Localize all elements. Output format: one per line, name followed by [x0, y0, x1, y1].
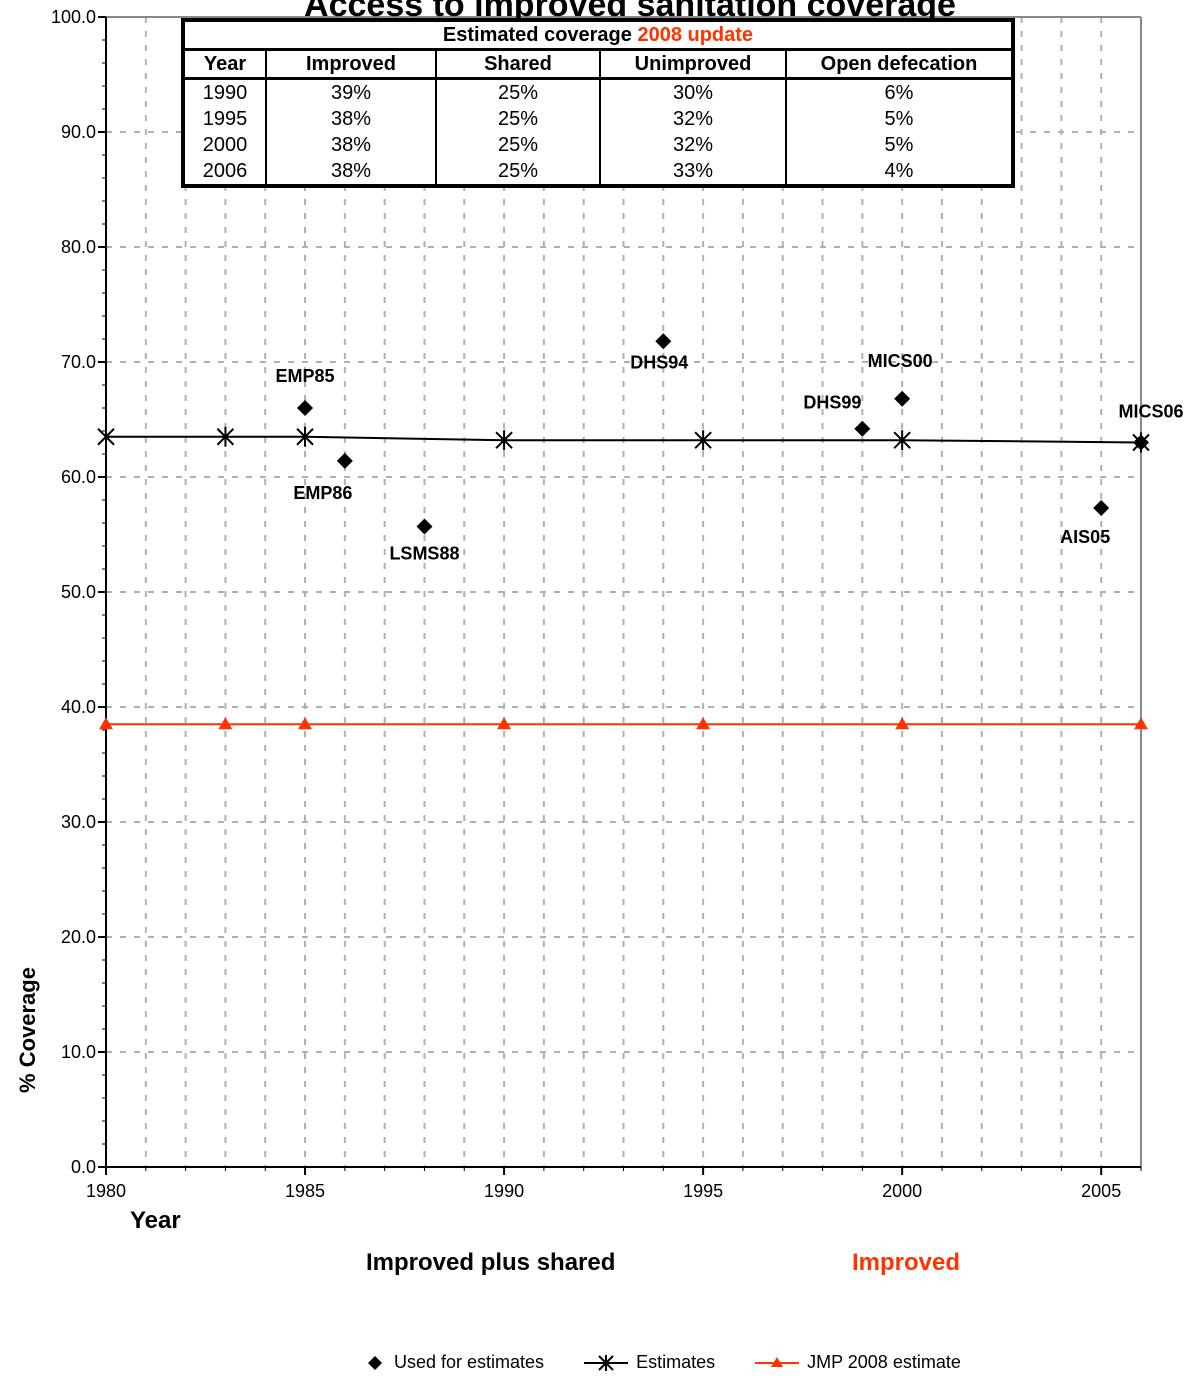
y-tick-label: 100.0 — [51, 7, 96, 27]
jmp-2008-estimate-point — [298, 717, 313, 730]
table-cell: 39% — [265, 78, 437, 106]
estimates-point — [216, 426, 235, 447]
table-row: 2006 38% 25% 33% 4% — [182, 158, 1014, 186]
x-tick-label: 2000 — [882, 1181, 922, 1201]
y-tick-label: 60.0 — [61, 467, 96, 487]
table-cell: 25% — [435, 106, 601, 132]
estimates-point — [97, 426, 115, 447]
x-tick-label: 1995 — [683, 1181, 723, 1201]
table-row: 1990 39% 25% 30% 6% — [182, 78, 1014, 106]
point-label: DHS94 — [630, 352, 688, 372]
y-tick-label: 30.0 — [61, 812, 96, 832]
triangle-line-icon — [755, 1356, 800, 1367]
used-for-estimates-point — [854, 420, 871, 437]
estimates-point — [694, 430, 712, 451]
y-tick-label: 0.0 — [71, 1157, 96, 1177]
table-caption: Estimated coverage 2008 update — [182, 19, 1014, 51]
point-label: DHS99 — [803, 393, 861, 413]
table-header: Year — [182, 48, 267, 80]
legend: Used for estimates Estimates JMP 2008 es… — [364, 1352, 1001, 1373]
jmp-2008-estimate-point — [218, 717, 233, 730]
y-tick-label: 90.0 — [61, 122, 96, 142]
y-tick-label: 20.0 — [61, 927, 96, 947]
x-tick-label: 1980 — [86, 1181, 126, 1201]
y-axis-label: % Coverage — [15, 967, 40, 1093]
legend-label: Estimates — [636, 1352, 716, 1372]
table-cell: 2000 — [182, 132, 267, 158]
used-for-estimates-point — [297, 400, 314, 416]
estimates-point — [893, 430, 911, 451]
table-cell: 2006 — [182, 158, 267, 186]
y-tick-label: 10.0 — [61, 1042, 96, 1062]
table-cell: 32% — [599, 106, 787, 132]
table-cell: 1995 — [182, 106, 267, 132]
x-tick-label: 1985 — [285, 1181, 325, 1201]
table-header: Unimproved — [599, 48, 787, 80]
x-tick-label: 2005 — [1081, 1181, 1121, 1201]
legend-item-estimates: Estimates — [584, 1352, 715, 1373]
table-header: Shared — [435, 48, 601, 80]
grid-lines — [106, 16, 1142, 1167]
asterisk-line-icon — [584, 1354, 629, 1371]
table-row: 2000 38% 25% 32% 5% — [182, 132, 1014, 158]
jmp-2008-estimate-point — [1134, 717, 1148, 730]
point-label: EMP86 — [293, 483, 352, 503]
table-header-row: Year Improved Shared Unimproved Open def… — [182, 48, 1014, 80]
table-cell: 38% — [265, 158, 437, 186]
table-cell: 38% — [265, 106, 437, 132]
point-labels: EMP85 EMP86 LSMS88 DHS94 DHS99 MICS00 AIS05 MIC… — [276, 351, 1184, 564]
coverage-table: Estimated coverage 2008 update Year Impr… — [181, 18, 1015, 188]
point-label: EMP85 — [276, 366, 335, 386]
point-label: LSMS88 — [389, 543, 459, 563]
table-cell: 33% — [599, 158, 787, 186]
table-cell: 25% — [435, 158, 601, 186]
table-caption-highlight: 2008 update — [637, 24, 754, 46]
table-row: 1995 38% 25% 32% 5% — [182, 106, 1014, 132]
y-tick-label: 80.0 — [61, 237, 96, 257]
table-cell: 6% — [785, 78, 1014, 106]
table-cell: 5% — [785, 106, 1014, 132]
y-tick-label: 40.0 — [61, 697, 96, 717]
point-label: AIS05 — [1060, 527, 1110, 547]
table-caption-prefix: Estimated coverage — [442, 24, 638, 46]
table-cell: 1990 — [182, 78, 267, 106]
jmp-2008-estimate-point — [895, 717, 910, 730]
table-cell: 25% — [435, 132, 601, 158]
used-for-estimates-point — [1133, 434, 1149, 451]
estimates-point — [296, 426, 314, 447]
subtitle-improved-plus-shared: Improved plus shared — [366, 1249, 616, 1276]
y-tick-label: 70.0 — [61, 352, 96, 372]
subtitle-improved: Improved — [852, 1249, 961, 1276]
table-header: Improved — [265, 48, 437, 80]
used-for-estimates-point — [416, 518, 433, 535]
used-for-estimates-point — [1093, 500, 1110, 517]
jmp-2008-estimate-point — [99, 717, 113, 730]
table-cell: 5% — [785, 132, 1014, 158]
series — [97, 333, 1150, 730]
x-tick-label: 1990 — [484, 1181, 524, 1201]
table-cell: 4% — [785, 158, 1014, 186]
table-header: Open defecation — [785, 48, 1014, 80]
table-cell: 30% — [599, 78, 787, 106]
point-label: MICS00 — [868, 351, 933, 371]
used-for-estimates-point — [336, 452, 353, 469]
table-cell: 25% — [435, 78, 601, 106]
jmp-2008-estimate-point — [696, 717, 711, 730]
table-cell: 32% — [599, 132, 787, 158]
x-axis-label: Year — [130, 1207, 181, 1234]
table-cell: 38% — [265, 132, 437, 158]
y-tick-label: 50.0 — [61, 582, 96, 602]
axes: 0.0 10.0 20.0 30.0 40.0 50.0 60.0 70.0 80.0 90.0 1… — [51, 7, 1142, 1201]
legend-item-used-for-estimates: Used for estimates — [364, 1352, 544, 1373]
used-for-estimates-point — [894, 390, 911, 407]
estimates-point — [495, 430, 513, 451]
diamond-marker-icon — [368, 1355, 382, 1370]
used-for-estimates-point — [655, 333, 672, 350]
legend-item-jmp-2008-estimate: JMP 2008 estimate — [755, 1352, 961, 1373]
legend-label: JMP 2008 estimate — [807, 1352, 961, 1372]
point-label: MICS06 — [1118, 402, 1183, 422]
jmp-2008-estimate-point — [497, 717, 512, 730]
legend-label: Used for estimates — [394, 1352, 545, 1372]
